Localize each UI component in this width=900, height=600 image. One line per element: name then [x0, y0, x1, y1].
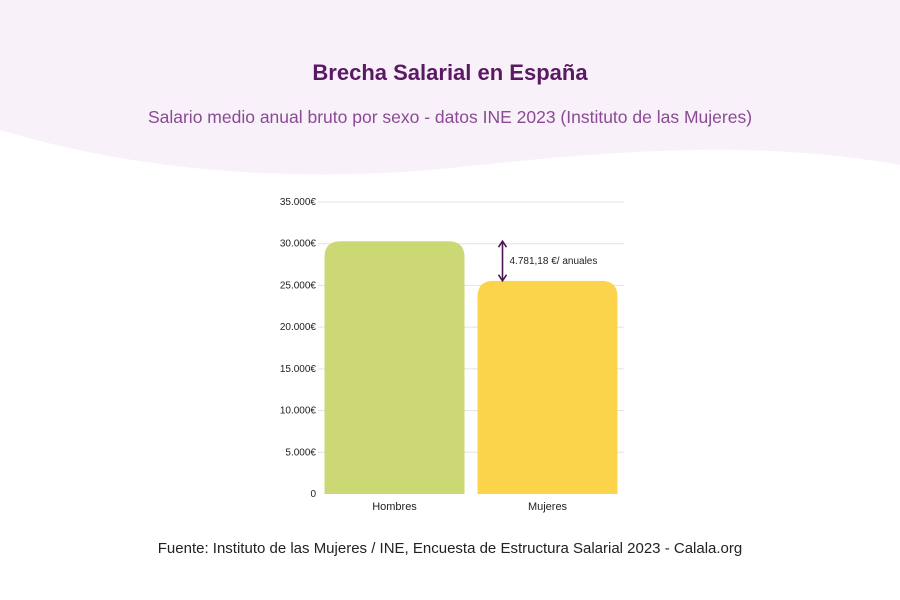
x-axis-categories: Hombres Mujeres: [372, 501, 567, 513]
y-tick-label: 5.000€: [285, 447, 316, 458]
y-tick-label: 15.000€: [280, 364, 317, 375]
y-tick-label: 0: [310, 489, 316, 500]
source-footnote: Fuente: Instituto de las Mujeres / INE, …: [157, 540, 743, 557]
gap-annotation: 4.781,18 €/ anuales: [497, 239, 598, 283]
bar-mujeres: [477, 280, 618, 494]
category-label: Hombres: [372, 501, 417, 513]
annotation-arrow-head-down: [497, 274, 508, 283]
y-tick-label: 25.000€: [280, 280, 317, 291]
y-tick-label: 20.000€: [280, 322, 317, 333]
y-tick-label: 35.000€: [280, 197, 317, 208]
bars: [324, 241, 618, 494]
background-band: [0, 0, 900, 175]
annotation-arrow-head-up: [497, 239, 508, 248]
annotation-label: 4.781,18 €/ anuales: [510, 256, 598, 267]
chart-title: Brecha Salarial en España: [312, 60, 588, 85]
y-axis-ticks: 0 5.000€ 10.000€ 15.000€ 20.000€ 25.000€ 30.00…: [280, 197, 317, 500]
category-label: Mujeres: [528, 501, 568, 513]
y-tick-label: 30.000€: [280, 239, 317, 250]
y-tick-label: 10.000€: [280, 406, 317, 417]
chart-subtitle: Salario medio anual bruto por sexo - dat…: [147, 107, 753, 127]
bar-hombres: [324, 241, 465, 494]
